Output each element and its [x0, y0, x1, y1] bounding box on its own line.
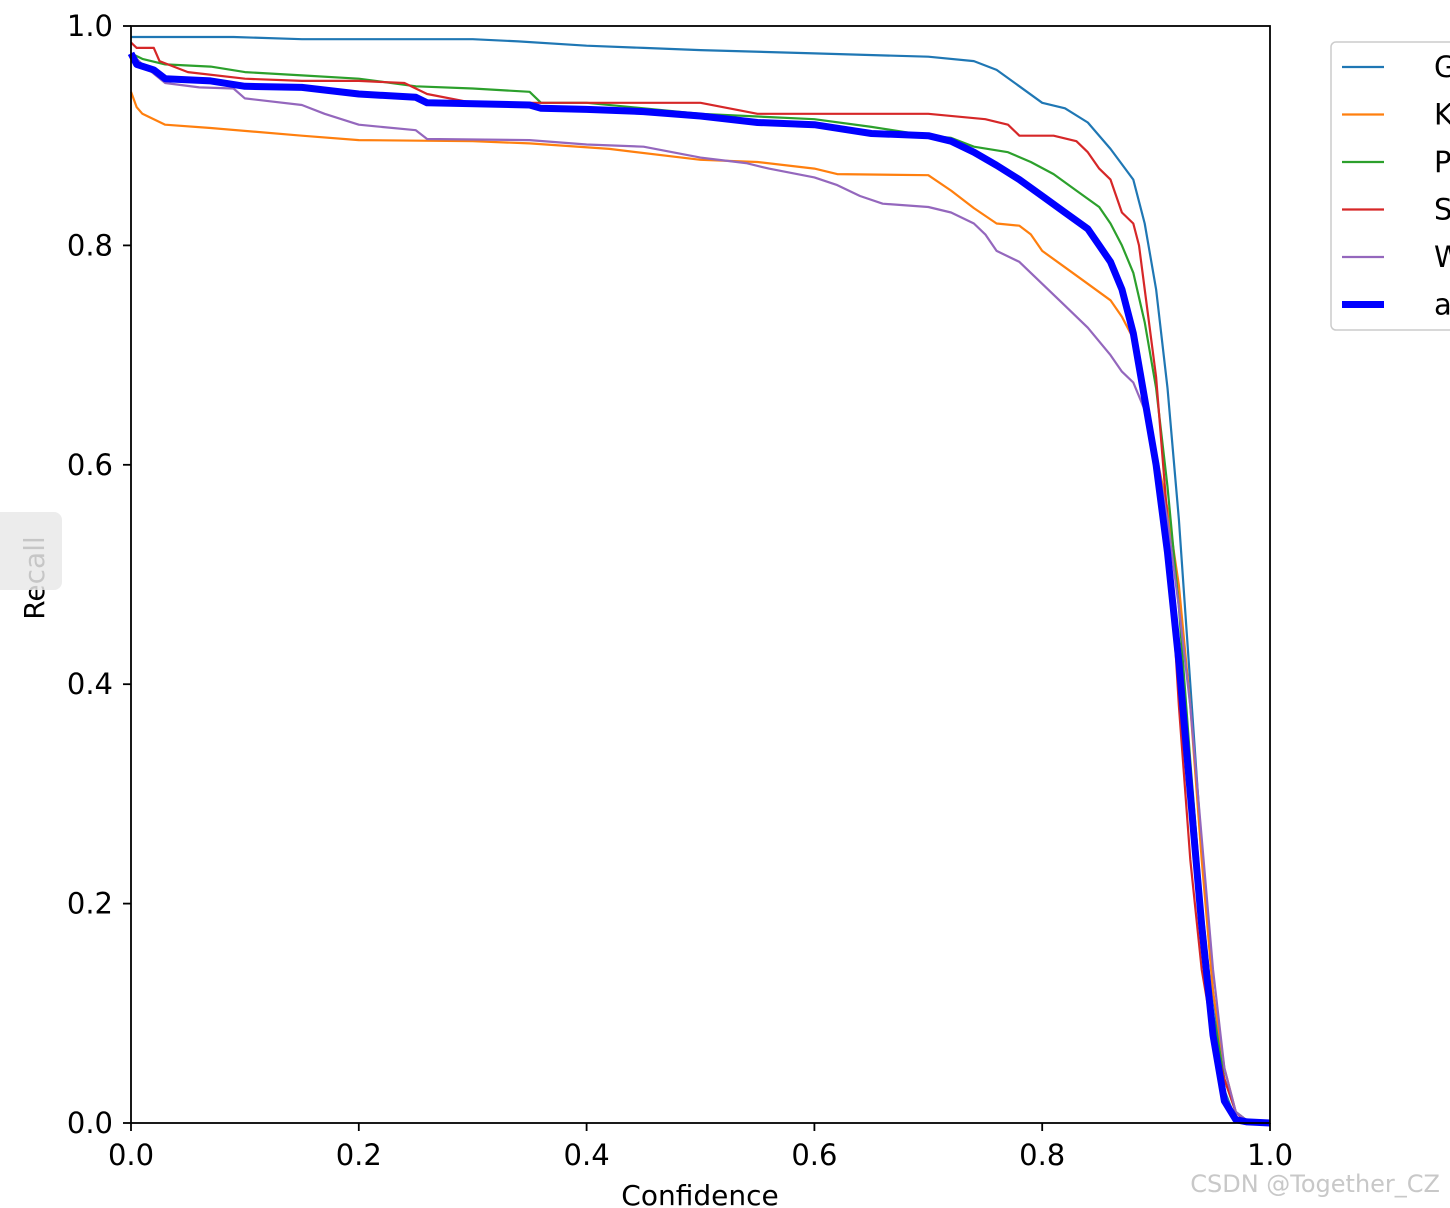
series-line-P: [130, 52, 1271, 1125]
y-axis-ticks: 0.0 0.2 0.4 0.6 0.8 1.0: [67, 9, 131, 1140]
legend-label-K: K: [1434, 98, 1450, 132]
x-axis-ticks: 0.0 0.2 0.4 0.6 0.8 1.0: [108, 1123, 1293, 1172]
watermark: CSDN @Together_CZ: [1190, 1170, 1440, 1198]
y-tick-label: 0.2: [67, 887, 113, 921]
series-line-a: [127, 51, 1271, 1127]
plot-frame: [130, 25, 1271, 1124]
series-line-G: [131, 35, 1271, 1125]
legend-label-W: W: [1434, 240, 1450, 274]
legend-label-G: G: [1434, 50, 1450, 84]
x-tick-label: 0.6: [791, 1138, 837, 1172]
legend-label-S: S: [1434, 193, 1450, 227]
y-tick-label: 0.8: [67, 228, 113, 262]
legend-label-a: a: [1434, 288, 1450, 322]
x-tick-label: 0.0: [108, 1138, 154, 1172]
y-tick-label: 0.0: [67, 1106, 113, 1140]
x-tick-label: 1.0: [1247, 1138, 1293, 1172]
series-line-S: [130, 41, 1270, 1125]
x-tick-label: 0.2: [336, 1138, 382, 1172]
legend-label-P: P: [1434, 145, 1450, 179]
side-tab[interactable]: [0, 512, 62, 590]
x-tick-label: 0.8: [1019, 1138, 1065, 1172]
x-axis-label: Confidence: [621, 1179, 778, 1208]
plot-lines: [127, 35, 1271, 1127]
series-line-W: [130, 52, 1271, 1125]
legend-frame: [1330, 41, 1450, 331]
y-tick-label: 1.0: [67, 9, 113, 43]
x-tick-label: 0.4: [564, 1138, 610, 1172]
y-tick-label: 0.6: [67, 448, 113, 482]
y-tick-label: 0.4: [67, 667, 113, 701]
